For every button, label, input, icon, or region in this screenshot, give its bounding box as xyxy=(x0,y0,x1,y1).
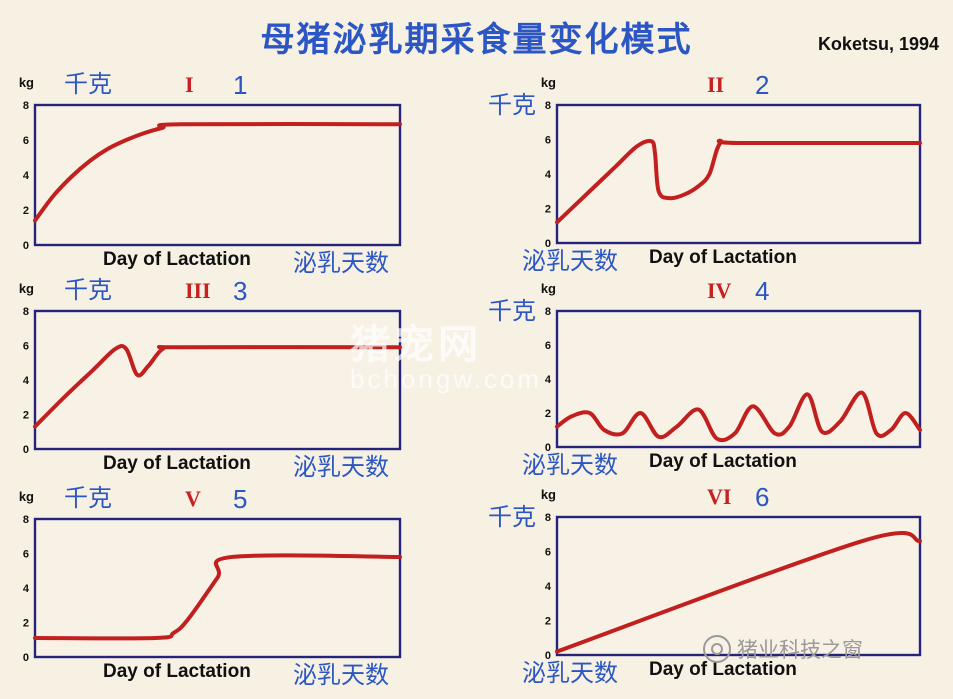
y-unit-label: kg xyxy=(541,487,556,502)
pattern-number-label: 6 xyxy=(755,482,769,512)
y-tick-label: 6 xyxy=(23,549,29,561)
y-tick-label: 8 xyxy=(23,514,29,526)
plot-area xyxy=(33,103,402,247)
x-axis-label-zh: 泌乳天数 xyxy=(522,659,618,687)
intake-curve xyxy=(33,553,402,641)
page-title: 母猪泌乳期采食量变化模式 xyxy=(260,20,693,60)
y-tick-label: 8 xyxy=(23,306,29,318)
y-unit-label: kg xyxy=(19,281,34,296)
y-tick-label: 4 xyxy=(23,583,30,595)
intake-curve xyxy=(33,344,402,429)
watermark-line2: bchongw.com xyxy=(350,364,542,394)
y-tick-label: 6 xyxy=(545,135,551,147)
y-unit-label: kg xyxy=(541,281,556,296)
y-tick-label: 8 xyxy=(23,100,29,112)
x-axis-label: Day of Lactation xyxy=(649,247,797,268)
pattern-number-label: 5 xyxy=(233,484,247,514)
pattern-number-label: 4 xyxy=(755,276,769,306)
x-axis-label-zh: 泌乳天数 xyxy=(293,661,389,689)
plot-area xyxy=(33,309,402,451)
y-label-zh: 千克 xyxy=(64,276,112,304)
y-tick-label: 6 xyxy=(545,547,551,559)
y-tick-label: 6 xyxy=(23,135,29,147)
intake-curve xyxy=(555,390,922,443)
y-tick-label: 4 xyxy=(23,170,30,182)
y-tick-label: 2 xyxy=(23,205,29,217)
x-axis-label-zh: 泌乳天数 xyxy=(522,451,618,479)
watermark: 猪宠网 bchongw.com xyxy=(350,312,542,395)
intake-curve xyxy=(33,121,402,223)
intake-curve xyxy=(555,138,922,225)
brand-mark: 猪业科技之窗 xyxy=(703,634,863,664)
y-unit-label: kg xyxy=(541,75,556,90)
brand-label: 猪业科技之窗 xyxy=(737,638,863,662)
x-axis-label: Day of Lactation xyxy=(103,661,251,682)
x-axis-label-zh: 泌乳天数 xyxy=(293,453,389,481)
plot-area xyxy=(555,103,922,245)
y-tick-label: 0 xyxy=(23,240,29,252)
x-axis-label: Day of Lactation xyxy=(103,453,251,474)
y-tick-label: 2 xyxy=(23,618,29,630)
plot-area xyxy=(33,517,402,659)
y-unit-label: kg xyxy=(19,489,34,504)
pattern-roman-label: IV xyxy=(707,278,732,303)
y-tick-label: 0 xyxy=(23,652,29,664)
y-tick-label: 4 xyxy=(545,581,552,593)
y-tick-label: 0 xyxy=(545,650,551,662)
pattern-roman-label: II xyxy=(707,72,724,97)
x-axis-label-zh: 泌乳天数 xyxy=(293,249,389,277)
y-unit-label: kg xyxy=(19,75,34,90)
pattern-number-label: 1 xyxy=(233,70,247,100)
y-tick-label: 8 xyxy=(545,100,551,112)
y-tick-label: 4 xyxy=(545,374,552,386)
y-tick-label: 8 xyxy=(545,306,551,318)
source-citation: Koketsu, 1994 xyxy=(817,34,939,54)
y-tick-label: 6 xyxy=(545,340,551,352)
x-axis-label: Day of Lactation xyxy=(649,451,797,472)
pattern-roman-label: I xyxy=(185,72,194,97)
x-axis-label: Day of Lactation xyxy=(103,249,251,270)
y-tick-label: 0 xyxy=(23,444,29,456)
intake-curve xyxy=(555,531,922,654)
pattern-roman-label: VI xyxy=(707,484,731,509)
pattern-number-label: 2 xyxy=(755,70,769,100)
y-label-zh: 千克 xyxy=(488,91,536,119)
y-tick-label: 0 xyxy=(545,442,551,454)
y-label-zh: 千克 xyxy=(488,503,536,531)
y-tick-label: 2 xyxy=(545,616,551,628)
y-tick-label: 0 xyxy=(545,238,551,250)
pattern-roman-label: V xyxy=(185,486,201,511)
pattern-roman-label: III xyxy=(185,278,211,303)
y-tick-label: 4 xyxy=(545,169,552,181)
pattern-number-label: 3 xyxy=(233,276,247,306)
x-axis-label-zh: 泌乳天数 xyxy=(522,247,618,275)
y-tick-label: 2 xyxy=(545,408,551,420)
wechat-logo-icon xyxy=(703,635,731,663)
y-tick-label: 4 xyxy=(23,375,30,387)
y-label-zh: 千克 xyxy=(64,484,112,512)
y-label-zh: 千克 xyxy=(64,70,112,98)
y-tick-label: 2 xyxy=(545,204,551,216)
y-tick-label: 2 xyxy=(23,410,29,422)
y-tick-label: 6 xyxy=(23,341,29,353)
y-label-zh: 千克 xyxy=(488,297,536,325)
x-axis-label: Day of Lactation xyxy=(649,659,797,680)
watermark-line1: 猪宠网 xyxy=(350,323,482,367)
y-tick-label: 8 xyxy=(545,512,551,524)
